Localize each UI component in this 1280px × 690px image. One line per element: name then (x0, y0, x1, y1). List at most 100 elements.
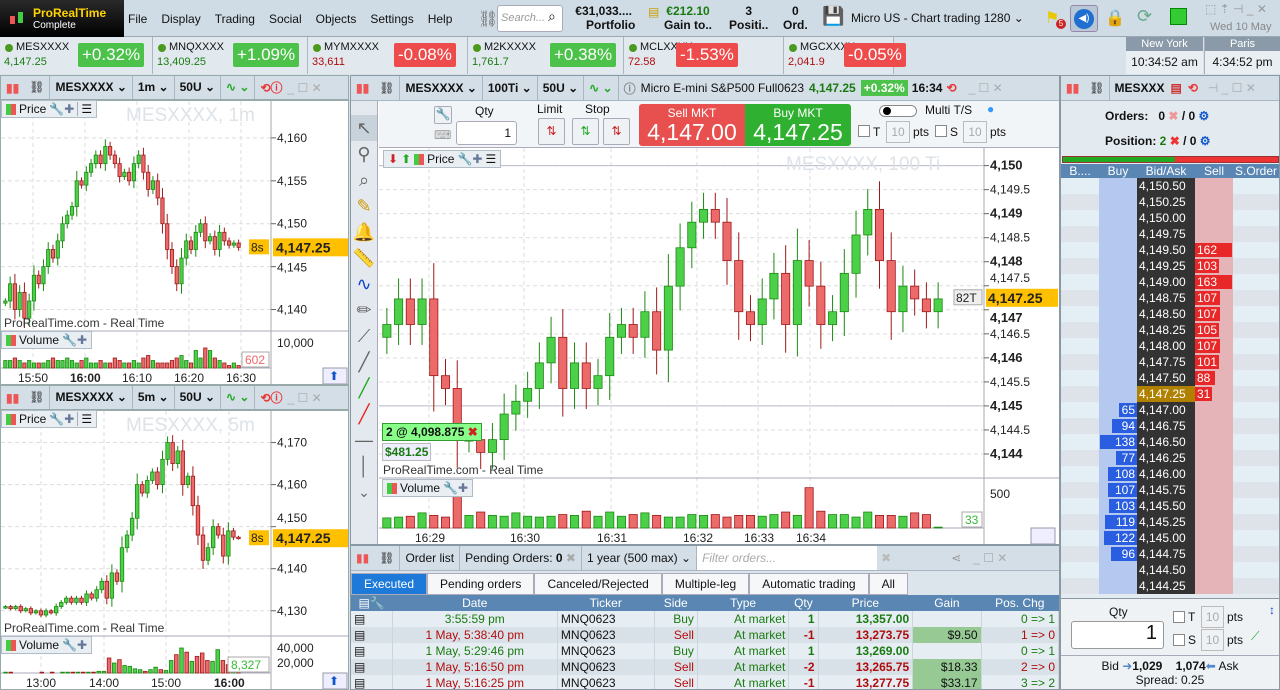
chart-toggle-icon[interactable]: ⟋ (1251, 629, 1260, 643)
price-legend[interactable]: ⬇ ⬆ Price 🔧✚ ☰ (383, 150, 502, 168)
dom-row[interactable]: 107 4,145.75 (1061, 482, 1279, 498)
segment-tool-icon[interactable]: ⟋ (357, 326, 371, 346)
portfolio-stat[interactable]: €31,033.... Portfolio (575, 4, 636, 32)
interval-select[interactable]: 1m ⌄ (133, 76, 175, 99)
horizontal-line-icon[interactable]: — (355, 430, 373, 450)
period-select[interactable]: 1 year (500 max) ⌄ (582, 546, 698, 570)
dom-bid-size[interactable] (1099, 338, 1137, 354)
sync-icon[interactable]: ⟲ (1187, 81, 1198, 95)
dom-price[interactable]: 4,144.25 (1137, 578, 1195, 594)
dom-row[interactable]: 4,148.00 107 (1061, 338, 1279, 354)
dom-bid-size[interactable] (1099, 306, 1137, 322)
dom-buy-order-cell[interactable] (1061, 562, 1099, 578)
dom-ask-size[interactable]: 101 (1195, 354, 1233, 370)
dom-buy-order-cell[interactable] (1061, 178, 1099, 194)
dom-price[interactable]: 4,145.00 (1137, 530, 1195, 546)
dom-price[interactable]: 4,147.75 (1137, 354, 1195, 370)
units-select[interactable]: 50U ⌄ (175, 76, 222, 99)
dom-buy-order-cell[interactable] (1061, 482, 1099, 498)
tab-automatic-trading[interactable]: Automatic trading (749, 573, 869, 595)
limit-order-button[interactable]: ⇅ (538, 118, 565, 145)
interval-select[interactable]: 100Ti ⌄ (483, 76, 538, 100)
dom-row[interactable]: 4,148.25 105 (1061, 322, 1279, 338)
dom-row[interactable]: 4,150.25 (1061, 194, 1279, 210)
position-marker[interactable]: 2 @ 4,098.875 ✖ (382, 423, 482, 441)
t-checkbox[interactable] (858, 125, 870, 137)
dom-column-3[interactable]: Sell (1203, 164, 1224, 178)
dom-ask-size[interactable]: 105 (1195, 322, 1233, 338)
dom-price[interactable]: 4,144.50 (1137, 562, 1195, 578)
dom-price[interactable]: 4,150.00 (1137, 210, 1195, 226)
dom-buy-order-cell[interactable] (1061, 306, 1099, 322)
alert-bell-icon[interactable]: 🔔 (352, 222, 376, 242)
window-controls[interactable]: _ ☐ ✕ (973, 551, 1008, 565)
dom-bid-size[interactable]: 119 (1099, 514, 1137, 530)
tab-all[interactable]: All (868, 573, 908, 595)
order-row[interactable]: ▤ 1 May, 5:29:46 pm MNQ0623 Buy At market 1 13… (351, 643, 1059, 659)
dom-price[interactable]: 4,148.00 (1137, 338, 1195, 354)
t-points-input[interactable]: 10 (1201, 606, 1224, 628)
dom-row[interactable]: 4,148.75 107 (1061, 290, 1279, 306)
dom-buy-order-cell[interactable] (1061, 274, 1099, 290)
dom-buy-order-cell[interactable] (1061, 402, 1099, 418)
dom-column-4[interactable]: S.Order (1234, 164, 1277, 178)
dom-price[interactable]: 4,145.25 (1137, 514, 1195, 530)
share-icon[interactable]: ⋖ (951, 551, 962, 565)
column-ticker[interactable]: Ticker (557, 595, 655, 611)
flag-icon[interactable]: ⚑ (1045, 10, 1060, 27)
dom-bid-size[interactable] (1099, 274, 1137, 290)
dom-ask-size[interactable] (1195, 210, 1233, 226)
dom-buy-order-cell[interactable] (1061, 242, 1099, 258)
column-date[interactable]: Date (392, 595, 558, 611)
dom-row[interactable]: 4,147.75 101 (1061, 354, 1279, 370)
ruler-icon[interactable]: 📏 (352, 248, 376, 268)
indicators-icon[interactable]: ∿ ⌄ (221, 76, 256, 99)
sell-market-button[interactable]: Sell MKT 4,147.00 (639, 104, 745, 146)
dom-bid-size[interactable]: 65 (1099, 402, 1137, 418)
order-row[interactable]: ▤ 1 May, 5:38:40 pm MNQ0623 Sell At market -1… (351, 627, 1059, 643)
menu-objects[interactable]: Objects (315, 12, 357, 26)
dom-buy-order-cell[interactable] (1061, 498, 1099, 514)
dom-price[interactable]: 4,149.50 (1137, 242, 1195, 258)
dom-ask-size[interactable] (1195, 482, 1233, 498)
filter-orders-input[interactable]: Filter orders... (697, 546, 878, 570)
dom-price[interactable]: 4,146.25 (1137, 450, 1195, 466)
dom-ask-size[interactable] (1195, 498, 1233, 514)
t-checkbox[interactable] (1173, 611, 1185, 623)
symbol-select[interactable]: MESXXXX ⌄ (400, 76, 483, 100)
dom-ask-size[interactable] (1195, 514, 1233, 530)
dom-row[interactable]: 4,144.50 (1061, 562, 1279, 578)
order-row[interactable]: ▤ 1 May, 5:16:50 pm MNQ0623 Sell At market -2… (351, 659, 1059, 675)
highlight-icon[interactable]: ✎ (356, 196, 372, 216)
dom-bid-size[interactable]: 138 (1099, 434, 1137, 450)
dom-buy-order-cell[interactable] (1061, 434, 1099, 450)
dom-price[interactable]: 4,145.50 (1137, 498, 1195, 514)
stop-limit-order-button[interactable]: ⇅ (603, 118, 630, 145)
dom-buy-order-cell[interactable] (1061, 370, 1099, 386)
tab-multiple-leg[interactable]: Multiple-leg (661, 573, 750, 595)
ticker-mesxxxx[interactable]: MESXXXX 4,147.25 +0.32% (0, 37, 153, 74)
link-icon[interactable]: ⛓ (374, 76, 401, 100)
dom-buy-order-cell[interactable] (1061, 354, 1099, 370)
ticker-mgcxxxx[interactable]: MGCXXXX 2,041.9 -0.05% (784, 37, 906, 74)
order-detail-icon[interactable]: ▤ (351, 611, 393, 627)
line-tool-icon[interactable]: ╱ (358, 352, 370, 372)
gain-stat[interactable]: €212.10 Gain to.. (664, 4, 712, 32)
dom-sell-order-cell[interactable] (1233, 514, 1279, 530)
dom-column-1[interactable]: Buy (1107, 164, 1129, 178)
dom-row[interactable]: 4,147.50 88 (1061, 370, 1279, 386)
dom-bid-size[interactable]: 96 (1099, 546, 1137, 562)
dom-price[interactable]: 4,148.25 (1137, 322, 1195, 338)
dom-price[interactable]: 4,146.50 (1137, 434, 1195, 450)
dom-ask-size[interactable]: 163 (1195, 274, 1233, 290)
dom-bid-size[interactable] (1099, 578, 1137, 594)
dom-row[interactable]: 108 4,146.00 (1061, 466, 1279, 482)
dom-row[interactable]: 96 4,144.75 (1061, 546, 1279, 562)
dom-price[interactable]: 4,149.75 (1137, 226, 1195, 242)
dom-column-2[interactable]: Bid/Ask (1145, 164, 1187, 178)
red-line-icon[interactable]: ╱ (358, 404, 370, 424)
order-row[interactable]: ▤ 3:55:59 pm MNQ0623 Buy At market 1 13,357.00… (351, 611, 1059, 627)
dom-price[interactable]: 4,148.50 (1137, 306, 1195, 322)
order-detail-icon[interactable]: ▤ (351, 643, 393, 659)
dom-column-0[interactable]: B.... (1069, 164, 1091, 178)
